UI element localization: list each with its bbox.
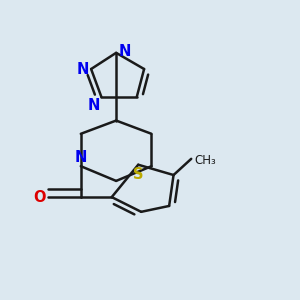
Text: CH₃: CH₃	[194, 154, 216, 167]
Text: N: N	[118, 44, 131, 59]
Text: S: S	[133, 167, 143, 182]
Text: N: N	[75, 150, 87, 165]
Text: O: O	[34, 190, 46, 205]
Text: N: N	[76, 61, 89, 76]
Text: N: N	[88, 98, 100, 113]
